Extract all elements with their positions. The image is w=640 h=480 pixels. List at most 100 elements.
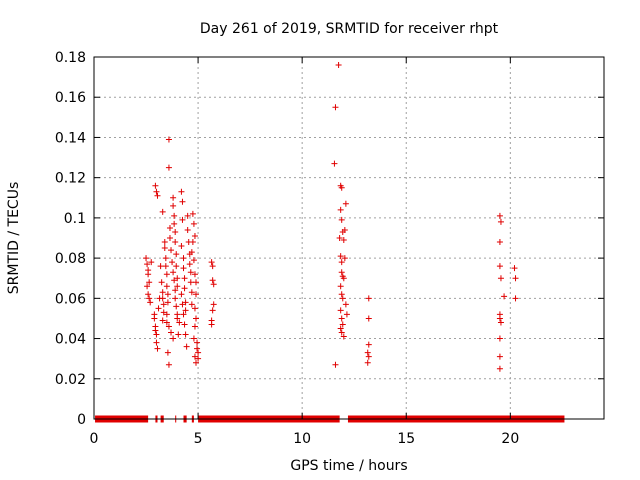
data-point xyxy=(364,359,371,366)
data-point xyxy=(338,259,345,266)
data-point xyxy=(496,263,503,270)
data-point xyxy=(189,210,196,217)
data-point xyxy=(172,287,179,294)
data-point xyxy=(173,251,180,258)
data-point xyxy=(342,200,349,207)
x-axis-label: GPS time / hours xyxy=(290,458,407,474)
data-point xyxy=(336,235,343,241)
data-point xyxy=(188,301,195,308)
data-point xyxy=(210,281,217,288)
data-point xyxy=(343,311,350,318)
data-point xyxy=(179,198,186,205)
data-point xyxy=(191,232,198,239)
data-point xyxy=(146,295,153,302)
axis-ticks: 0 0.02 0.04 0.06 0.08 0.1 0.12 0.14 0.16 0.18 0 5 10… xyxy=(55,50,604,447)
data-point xyxy=(340,237,347,244)
data-point xyxy=(337,253,344,260)
data-point xyxy=(338,184,345,191)
x-tick-label: 15 xyxy=(397,431,415,447)
data-point xyxy=(160,301,167,308)
data-point xyxy=(164,291,171,298)
data-point xyxy=(339,321,346,328)
data-point xyxy=(178,243,185,250)
data-point xyxy=(188,289,195,296)
data-point xyxy=(187,269,194,276)
data-point xyxy=(160,309,167,316)
x-tick-label: 5 xyxy=(194,431,203,447)
data-point xyxy=(174,275,181,282)
data-point xyxy=(164,299,171,306)
data-point xyxy=(180,311,187,318)
data-point xyxy=(147,299,154,306)
data-point xyxy=(193,291,199,298)
plot-frame xyxy=(93,56,605,420)
data-point xyxy=(186,261,193,268)
data-point xyxy=(165,164,172,171)
data-point xyxy=(168,329,175,336)
data-point xyxy=(191,305,198,312)
data-point xyxy=(184,226,191,233)
data-point xyxy=(165,136,172,143)
data-point xyxy=(154,192,161,199)
data-point xyxy=(338,329,345,336)
data-point xyxy=(181,285,188,292)
data-point xyxy=(511,265,518,272)
data-point xyxy=(178,188,185,195)
data-point xyxy=(162,255,169,262)
data-point xyxy=(342,301,349,308)
data-point xyxy=(152,182,159,189)
data-point xyxy=(193,359,199,366)
data-point xyxy=(512,295,519,302)
data-point xyxy=(184,212,191,219)
data-point xyxy=(188,249,195,256)
data-point xyxy=(145,291,152,298)
data-point xyxy=(163,311,170,318)
data-point xyxy=(340,275,347,282)
data-point xyxy=(153,331,160,338)
data-point xyxy=(208,321,215,328)
data-point xyxy=(163,319,170,326)
x-tick-label: 20 xyxy=(501,431,519,447)
data-point xyxy=(208,259,215,266)
y-tick-label: 0.18 xyxy=(55,50,86,66)
data-point xyxy=(157,263,164,270)
data-point xyxy=(365,315,372,322)
data-point xyxy=(209,277,216,284)
data-point xyxy=(190,335,197,342)
y-axis-label: SRMTID / TECUs xyxy=(6,182,22,295)
data-point xyxy=(164,349,171,356)
data-point xyxy=(337,325,344,332)
data-point xyxy=(183,343,190,350)
data-point xyxy=(496,239,503,246)
data-point xyxy=(191,271,198,278)
data-point xyxy=(153,188,160,195)
data-point xyxy=(209,307,216,314)
x-tick-label: 10 xyxy=(293,431,311,447)
data-point xyxy=(173,263,180,270)
data-point xyxy=(496,335,503,342)
data-point xyxy=(337,307,344,314)
data-point xyxy=(158,279,165,286)
data-point xyxy=(193,279,199,286)
x-tick-label: 0 xyxy=(90,431,99,447)
data-point xyxy=(161,239,168,246)
data-point xyxy=(365,295,372,302)
data-point xyxy=(182,331,189,338)
data-point xyxy=(152,327,159,334)
data-point xyxy=(340,333,347,340)
data-point xyxy=(173,303,180,310)
data-point xyxy=(187,279,194,286)
data-point xyxy=(159,289,166,296)
data-point xyxy=(209,263,216,270)
data-point xyxy=(194,339,201,346)
y-tick-label: 0.02 xyxy=(55,372,86,388)
data-point xyxy=(338,291,345,298)
data-point xyxy=(170,335,177,342)
data-point xyxy=(193,315,199,322)
data-point xyxy=(496,212,503,219)
data-point xyxy=(159,208,166,215)
data-point xyxy=(146,279,153,286)
data-point xyxy=(189,239,196,246)
data-point xyxy=(332,361,339,368)
data-point xyxy=(178,291,185,298)
